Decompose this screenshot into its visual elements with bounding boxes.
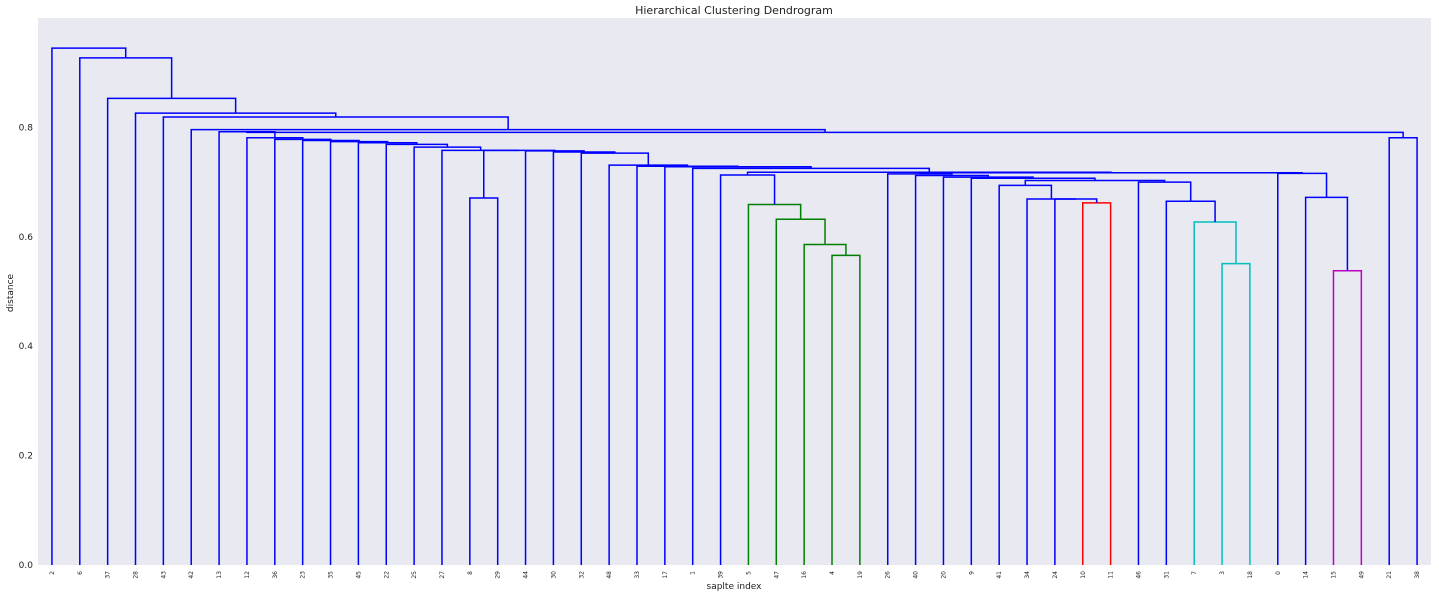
x-tick-label: 22 bbox=[383, 571, 390, 579]
x-tick-label: 38 bbox=[1414, 571, 1421, 579]
x-tick-label: 23 bbox=[300, 571, 307, 579]
x-tick-label: 37 bbox=[105, 571, 112, 579]
x-tick-label: 12 bbox=[244, 571, 251, 579]
x-tick-label: 13 bbox=[216, 571, 223, 579]
x-tick-label: 11 bbox=[1108, 571, 1115, 579]
y-tick-label: 0.6 bbox=[19, 233, 34, 243]
x-tick-label: 29 bbox=[495, 571, 502, 579]
x-tick-label: 9 bbox=[968, 571, 975, 575]
x-tick-label: 47 bbox=[773, 571, 780, 579]
x-tick-label: 17 bbox=[662, 571, 669, 579]
x-tick-label: 10 bbox=[1080, 571, 1087, 579]
x-tick-label: 41 bbox=[996, 571, 1003, 579]
x-tick-label: 20 bbox=[940, 571, 947, 579]
dendrogram-link bbox=[441, 149, 520, 565]
x-tick-label: 35 bbox=[328, 571, 335, 579]
x-tick-label: 14 bbox=[1303, 571, 1310, 579]
x-tick-label: 43 bbox=[160, 571, 167, 579]
x-tick-label: 48 bbox=[606, 571, 613, 579]
x-tick-label: 49 bbox=[1358, 571, 1365, 579]
y-axis-label: distance bbox=[6, 273, 16, 312]
dendrogram-link bbox=[1026, 198, 1076, 565]
y-tick-label: 0.2 bbox=[19, 452, 33, 462]
y-tick-label: 0.0 bbox=[19, 561, 34, 571]
x-tick-label: 4 bbox=[829, 571, 836, 575]
x-tick-label: 28 bbox=[133, 571, 140, 579]
x-tick-label: 45 bbox=[355, 571, 362, 579]
x-tick-label: 27 bbox=[439, 571, 446, 579]
x-tick-label: 2 bbox=[49, 571, 56, 575]
dendrogram-links bbox=[51, 47, 1418, 565]
x-tick-label: 39 bbox=[718, 571, 725, 579]
x-tick-label: 33 bbox=[634, 571, 641, 579]
x-tick-label: 24 bbox=[1052, 571, 1059, 579]
x-tick-label: 25 bbox=[411, 571, 418, 579]
x-tick-label: 18 bbox=[1247, 571, 1254, 579]
x-tick-label: 42 bbox=[188, 571, 195, 579]
x-axis-label: saplte index bbox=[707, 582, 763, 592]
x-tick-label: 46 bbox=[1135, 571, 1142, 579]
x-tick-label: 8 bbox=[467, 571, 474, 575]
x-tick-label: 0 bbox=[1275, 571, 1282, 575]
y-tick-label: 0.4 bbox=[19, 342, 34, 352]
y-axis-ticks: 0.0 0.2 0.4 0.6 0.8 bbox=[19, 123, 34, 571]
dendrogram-link bbox=[51, 47, 127, 565]
x-tick-label: 1 bbox=[690, 571, 697, 575]
x-tick-label: 36 bbox=[272, 571, 279, 579]
x-tick-label: 21 bbox=[1386, 571, 1393, 579]
plot-area bbox=[38, 18, 1431, 565]
x-tick-label: 30 bbox=[550, 571, 557, 579]
x-tick-label: 19 bbox=[857, 571, 864, 579]
x-tick-label: 44 bbox=[523, 571, 530, 579]
chart-title: Hierarchical Clustering Dendrogram bbox=[635, 4, 833, 17]
y-tick-label: 0.8 bbox=[19, 123, 34, 133]
x-tick-label: 6 bbox=[77, 571, 84, 575]
x-tick-label: 7 bbox=[1191, 571, 1198, 575]
dendrogram-link bbox=[483, 149, 556, 198]
x-tick-label: 5 bbox=[745, 571, 752, 575]
x-tick-label: 16 bbox=[801, 571, 808, 579]
x-tick-label: 26 bbox=[885, 571, 892, 579]
x-tick-label: 32 bbox=[578, 571, 585, 579]
x-tick-label: 40 bbox=[913, 571, 920, 579]
x-tick-label: 15 bbox=[1330, 571, 1337, 579]
x-axis-ticks: 2 6 37 28 43 42 13 12 36 23 35 45 22 25 27 8 29 44 30 32 48 3… bbox=[49, 571, 1421, 579]
x-tick-label: 34 bbox=[1024, 571, 1031, 579]
x-tick-label: 31 bbox=[1163, 571, 1170, 579]
x-tick-label: 3 bbox=[1219, 571, 1226, 575]
